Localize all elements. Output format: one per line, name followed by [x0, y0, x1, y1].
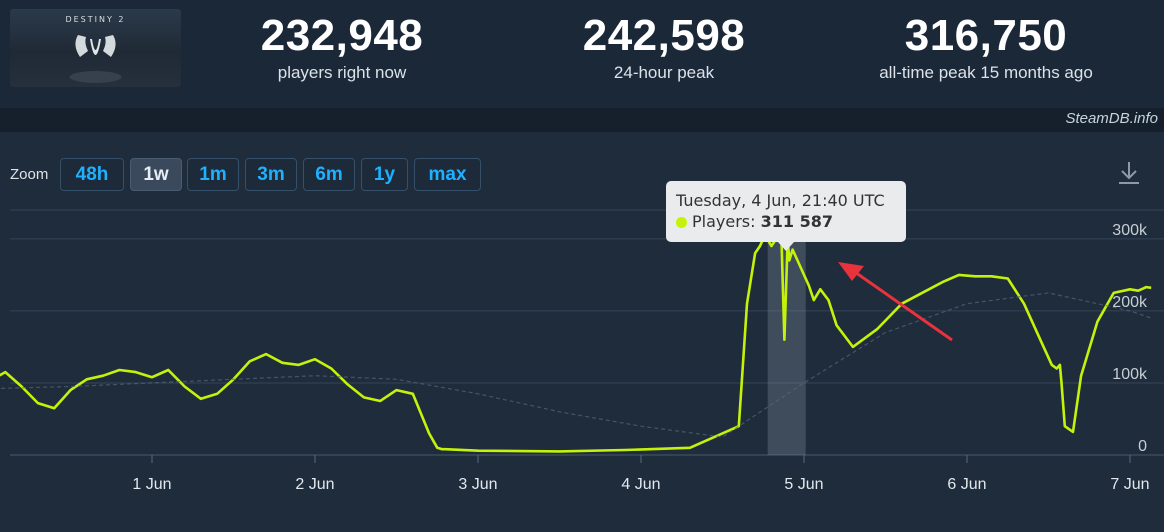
zoom-label: Zoom: [10, 166, 49, 183]
stat-value: 232,948: [260, 11, 424, 60]
stat-value: 316,750: [904, 11, 1068, 60]
header-divider: [0, 108, 1164, 132]
stat-24h-peak: 242,598 24-hour peak: [564, 10, 764, 84]
zoom-button-1y[interactable]: 1y: [361, 158, 408, 191]
destiny-emblem-icon: [69, 35, 122, 83]
stat-current-players: 232,948 players right now: [242, 10, 442, 84]
logo-text: DESTINY 2: [65, 15, 126, 24]
download-icon[interactable]: [1117, 160, 1141, 186]
game-logo[interactable]: DESTINY 2: [10, 9, 181, 87]
zoom-button-6m[interactable]: 6m: [303, 158, 355, 191]
tooltip-series-row: Players: 311 587: [676, 211, 896, 233]
zoom-button-3m[interactable]: 3m: [245, 158, 297, 191]
zoom-button-48h[interactable]: 48h: [60, 158, 124, 191]
zoom-button-1m[interactable]: 1m: [187, 158, 239, 191]
zoom-button-max[interactable]: max: [414, 158, 481, 191]
watermark: SteamDB.info: [1065, 110, 1158, 127]
header-bar: DESTINY 2 232,948 players right now 242,…: [0, 0, 1164, 108]
stat-label: all-time peak 15 months ago: [879, 63, 1093, 82]
chart-tooltip: Tuesday, 4 Jun, 21:40 UTC Players: 311 5…: [666, 181, 906, 242]
stat-label: 24-hour peak: [613, 63, 715, 82]
stat-value: 242,598: [582, 11, 746, 60]
chart-panel: [0, 132, 1164, 532]
tooltip-pointer: [778, 242, 794, 251]
series-dot-icon: [676, 217, 687, 228]
tooltip-date: Tuesday, 4 Jun, 21:40 UTC: [676, 191, 885, 210]
zoom-button-1w[interactable]: 1w: [130, 158, 182, 191]
stat-alltime-peak: 316,750 all-time peak 15 months ago: [856, 10, 1116, 84]
stat-label: players right now: [277, 63, 407, 82]
tooltip-series-label: Players:: [692, 212, 756, 231]
tooltip-value: 311 587: [760, 212, 833, 231]
